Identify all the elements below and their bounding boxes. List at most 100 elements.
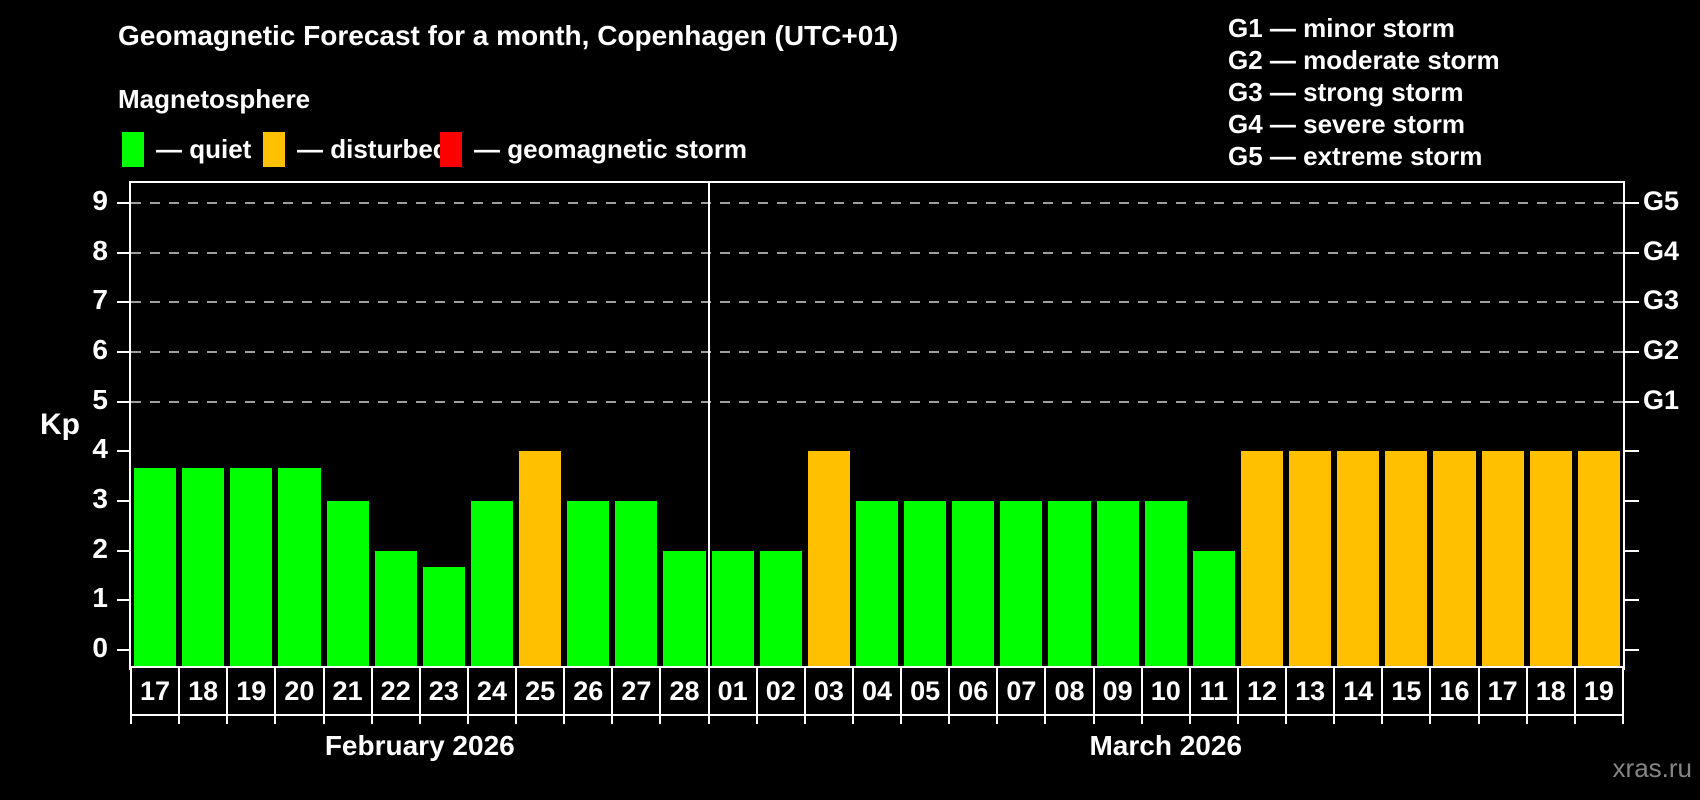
day-axis-tick <box>1236 716 1239 724</box>
kp-bar <box>855 500 899 668</box>
day-label-cell: 17 <box>1477 666 1528 716</box>
y-axis-tick-left <box>117 201 131 204</box>
day-axis-tick <box>1429 716 1432 724</box>
day-axis-tick <box>1381 716 1384 724</box>
day-axis-tick <box>1333 716 1336 724</box>
day-label-cell: 20 <box>274 666 325 716</box>
day-label-cell: 10 <box>1140 666 1191 716</box>
day-axis-tick <box>1044 716 1047 724</box>
day-label-cell: 15 <box>1381 666 1432 716</box>
y-axis-tick-label: 3 <box>92 482 108 514</box>
y-axis-tick-left <box>117 251 131 254</box>
y-axis-tick-right <box>1625 201 1639 204</box>
gridline-kp5 <box>131 400 1623 403</box>
storm-color-swatch <box>440 131 462 167</box>
y-axis-tick-left <box>117 599 131 602</box>
gscale-legend-g2: G2 — moderate storm <box>1228 45 1500 75</box>
day-label-cell: 23 <box>418 666 469 716</box>
kp-bar <box>1000 500 1043 668</box>
kp-bar <box>904 500 947 668</box>
day-axis-tick <box>996 716 999 724</box>
y-axis-tick-label: 1 <box>92 582 108 614</box>
kp-bar <box>615 500 658 668</box>
day-label-cell: 09 <box>1092 666 1143 716</box>
y-axis-tick-right <box>1625 350 1639 353</box>
y-axis-tick-label: 4 <box>92 433 108 465</box>
kp-bar <box>759 550 802 668</box>
day-label-cell: 14 <box>1333 666 1384 716</box>
kp-bar <box>519 451 562 668</box>
day-label-cell: 07 <box>996 666 1047 716</box>
day-axis-tick <box>1092 716 1095 724</box>
kp-bar <box>1048 500 1091 668</box>
month-separator-line <box>707 183 710 668</box>
day-axis-tick <box>1188 716 1191 724</box>
day-axis-tick <box>370 716 373 724</box>
right-axis-label-g3: G3 <box>1643 285 1680 316</box>
y-axis-tick-label: 2 <box>92 532 108 564</box>
day-axis-tick <box>900 716 903 724</box>
day-axis-tick <box>755 716 758 724</box>
day-label-cell: 04 <box>851 666 903 716</box>
disturbed-color-swatch <box>263 131 285 167</box>
magnetosphere-label: Magnetosphere <box>118 84 311 114</box>
gscale-legend-g5: G5 — extreme storm <box>1228 141 1483 171</box>
kp-bar <box>326 500 369 668</box>
y-axis-tick-left <box>117 450 131 453</box>
kp-bar <box>663 550 706 668</box>
y-axis-tick-left <box>117 549 131 552</box>
y-axis-tick-right <box>1625 599 1639 602</box>
day-label-cell: 26 <box>563 666 614 716</box>
y-axis-tick-label: 9 <box>92 184 108 216</box>
kp-bar <box>1289 451 1332 668</box>
day-label-cell: 05 <box>900 666 951 716</box>
kp-bar <box>1192 550 1235 668</box>
kp-bar <box>1337 451 1380 668</box>
day-label-cell: 16 <box>1429 666 1480 716</box>
day-label-cell: 18 <box>1525 666 1576 716</box>
y-axis-tick-label: 7 <box>92 284 108 316</box>
day-axis-tick <box>466 716 469 724</box>
kp-bar <box>1385 451 1428 668</box>
day-label-cell: 02 <box>755 666 806 716</box>
y-axis-tick-right <box>1625 649 1639 651</box>
y-axis-tick-left <box>117 649 131 651</box>
y-axis-tick-right <box>1625 251 1639 254</box>
legend-disturbed-label: — disturbed <box>297 133 449 164</box>
day-axis-tick <box>1525 716 1528 724</box>
day-axis-tick <box>1622 716 1624 724</box>
day-axis-tick <box>851 716 854 724</box>
day-axis-tick <box>707 716 710 724</box>
kp-bar <box>1529 451 1572 668</box>
y-axis-tick-left <box>117 499 131 502</box>
gridline-kp7 <box>131 301 1623 304</box>
day-label-cell: 28 <box>659 666 710 716</box>
y-axis-tick-label: 8 <box>92 234 108 266</box>
day-label-cell: 27 <box>611 666 662 716</box>
y-axis-tick-label: 5 <box>92 383 108 415</box>
y-axis-tick-left <box>117 350 131 353</box>
right-axis-label-g4: G4 <box>1643 235 1680 266</box>
legend-item-disturbed: — disturbed <box>263 130 449 168</box>
day-axis-tick <box>1477 716 1480 724</box>
right-axis-label-g2: G2 <box>1643 334 1680 365</box>
kp-bar <box>807 451 850 668</box>
month-label: February 2026 <box>324 730 515 761</box>
gridline-kp6 <box>131 350 1623 353</box>
day-axis-tick <box>322 716 325 724</box>
day-label-cell: 06 <box>948 666 999 716</box>
kp-bar <box>374 550 417 668</box>
kp-bar <box>278 467 321 668</box>
legend-storm-label: — geomagnetic storm <box>474 133 748 164</box>
day-axis-tick <box>130 716 132 724</box>
y-axis-title: Kp <box>40 408 80 441</box>
kp-bar <box>422 567 465 668</box>
day-label-cell: 11 <box>1188 666 1239 716</box>
gscale-legend-g4: G4 — severe storm <box>1228 109 1466 139</box>
legend-item-storm: — geomagnetic storm <box>440 130 747 168</box>
kp-bar <box>1096 500 1139 668</box>
kp-bar <box>470 500 514 668</box>
right-axis-label-g5: G5 <box>1643 185 1680 216</box>
day-axis-tick <box>611 716 614 724</box>
